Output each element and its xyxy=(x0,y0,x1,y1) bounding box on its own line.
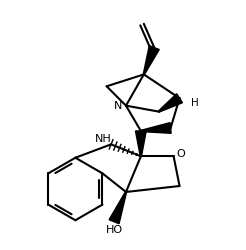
Text: N: N xyxy=(113,101,122,111)
Text: HO: HO xyxy=(106,225,123,235)
Polygon shape xyxy=(141,123,171,133)
Text: H: H xyxy=(191,98,199,108)
Polygon shape xyxy=(136,131,146,156)
Polygon shape xyxy=(109,192,126,224)
Polygon shape xyxy=(158,94,183,112)
Polygon shape xyxy=(143,46,159,74)
Text: O: O xyxy=(177,149,185,159)
Text: NH: NH xyxy=(94,134,111,144)
